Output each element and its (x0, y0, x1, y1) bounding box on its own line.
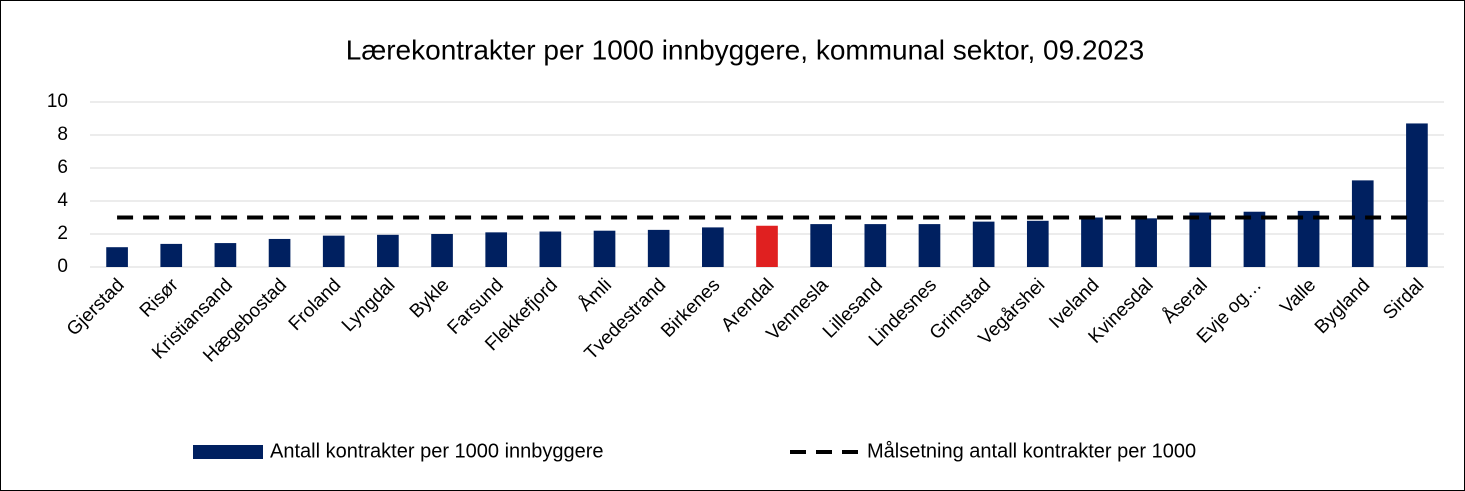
bar (431, 234, 453, 267)
bar (106, 247, 128, 267)
legend-label: Målsetning antall kontrakter per 1000 (867, 440, 1196, 462)
y-tick-label: 6 (57, 157, 68, 178)
bar (1026, 220, 1049, 267)
bar (1297, 210, 1320, 267)
bar (864, 224, 887, 267)
bar (214, 243, 237, 267)
bar (160, 243, 183, 267)
bar (377, 234, 399, 267)
y-tick-label: 4 (57, 190, 68, 211)
bar (972, 221, 995, 267)
bar (647, 229, 670, 267)
bar (1135, 218, 1157, 267)
bar (756, 225, 778, 267)
bar (268, 238, 291, 267)
bar (1351, 180, 1374, 267)
y-tick-label: 10 (47, 91, 68, 112)
bar (539, 231, 562, 267)
legend-swatch (193, 445, 263, 459)
bar (1189, 212, 1212, 267)
bar (1081, 217, 1103, 267)
y-tick-label: 8 (57, 124, 68, 145)
bar (1243, 211, 1266, 267)
y-tick-label: 2 (57, 223, 68, 244)
bar (918, 224, 941, 267)
legend-label: Antall kontrakter per 1000 innbyggere (270, 440, 604, 462)
bar (322, 235, 345, 267)
bar (593, 230, 616, 267)
bar (810, 224, 832, 267)
bar (485, 232, 508, 267)
bar (1406, 123, 1428, 267)
y-tick-label: 0 (57, 256, 68, 277)
chart-title: Lærekontrakter per 1000 innbyggere, komm… (346, 34, 1144, 65)
bar (702, 227, 724, 267)
